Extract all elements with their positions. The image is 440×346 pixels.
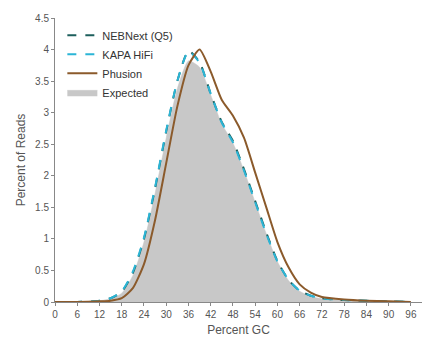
svg-text:24: 24 [138,309,150,320]
svg-text:36: 36 [183,309,195,320]
svg-text:78: 78 [339,309,351,320]
svg-text:2: 2 [43,170,49,181]
svg-text:4: 4 [43,44,49,55]
svg-text:3: 3 [43,107,49,118]
svg-text:2.5: 2.5 [35,139,49,150]
svg-text:0: 0 [52,309,58,320]
svg-text:6: 6 [74,309,80,320]
svg-text:1.5: 1.5 [35,202,49,213]
svg-text:18: 18 [116,309,128,320]
svg-text:60: 60 [272,309,284,320]
svg-text:NEBNext (Q5): NEBNext (Q5) [102,30,172,42]
svg-text:Phusion: Phusion [102,68,142,80]
svg-text:72: 72 [316,309,328,320]
svg-text:96: 96 [405,309,417,320]
svg-text:4.5: 4.5 [35,13,49,24]
svg-text:0.5: 0.5 [35,265,49,276]
svg-text:Expected: Expected [102,87,148,99]
svg-text:54: 54 [250,309,262,320]
svg-text:KAPA HiFi: KAPA HiFi [102,49,153,61]
svg-text:12: 12 [94,309,106,320]
svg-text:0: 0 [43,297,49,308]
svg-text:84: 84 [361,309,373,320]
svg-text:1: 1 [43,233,49,244]
svg-text:Percent GC: Percent GC [207,323,270,337]
svg-text:3.5: 3.5 [35,76,49,87]
svg-text:66: 66 [294,309,306,320]
svg-text:30: 30 [161,309,173,320]
svg-text:90: 90 [383,309,395,320]
svg-text:48: 48 [227,309,239,320]
svg-text:42: 42 [205,309,217,320]
svg-text:Percent of Reads: Percent of Reads [14,114,28,207]
